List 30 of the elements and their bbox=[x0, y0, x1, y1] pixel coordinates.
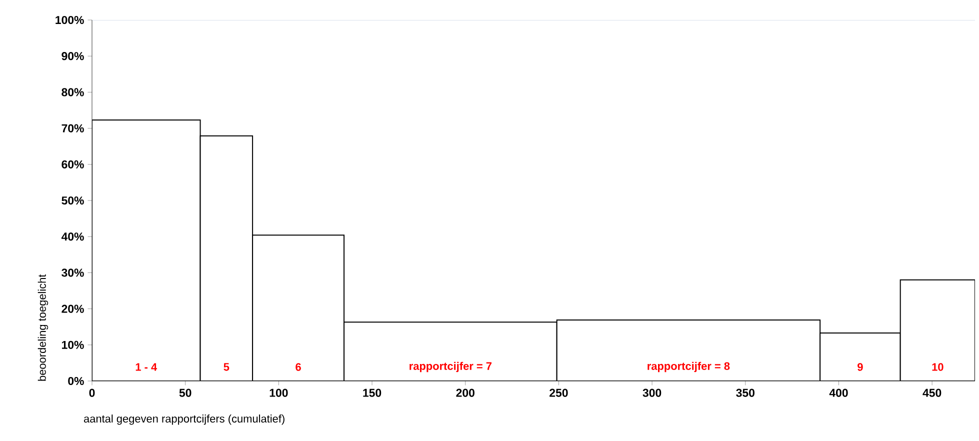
x-tick-label: 250 bbox=[550, 388, 568, 397]
annotation: 9 bbox=[858, 363, 863, 371]
x-tick-label: 350 bbox=[736, 388, 754, 397]
annotation: 5 bbox=[224, 363, 230, 371]
y-tick-label: 0% bbox=[68, 376, 84, 386]
y-tick-label: 10% bbox=[62, 340, 84, 349]
annotation: 1 - 4 bbox=[136, 363, 158, 371]
annotation: rapportcijfer = 7 bbox=[410, 362, 492, 372]
annotation: rapportcijfer = 8 bbox=[648, 362, 730, 372]
x-tick-label: 100 bbox=[270, 388, 288, 397]
x-tick-label: 0 bbox=[89, 388, 95, 397]
x-tick-label: 200 bbox=[456, 388, 474, 397]
y-axis-title: beoordeling toegelicht bbox=[38, 274, 48, 381]
x-tick-label: 400 bbox=[829, 388, 848, 397]
y-tick-label: 80% bbox=[62, 88, 84, 96]
x-tick-label: 300 bbox=[642, 388, 662, 397]
x-tick-label: 150 bbox=[363, 388, 382, 397]
x-axis-title: aantal gegeven rapportcijfers (cumulatief) bbox=[84, 414, 284, 425]
y-tick-label: 50% bbox=[62, 196, 84, 205]
x-tick-label: 50 bbox=[179, 388, 192, 397]
y-tick-label: 40% bbox=[61, 232, 84, 241]
y-tick-label: 20% bbox=[62, 304, 84, 313]
y-tick-label: 100% bbox=[56, 16, 84, 24]
y-tick-label: 70% bbox=[62, 124, 84, 132]
annotation: 6 bbox=[296, 363, 301, 371]
x-tick-label: 450 bbox=[922, 388, 942, 397]
y-tick-label: 60% bbox=[62, 160, 84, 168]
y-tick-label: 90% bbox=[62, 52, 84, 60]
annotation: 10 bbox=[932, 363, 944, 371]
y-tick-label: 30% bbox=[62, 268, 84, 277]
